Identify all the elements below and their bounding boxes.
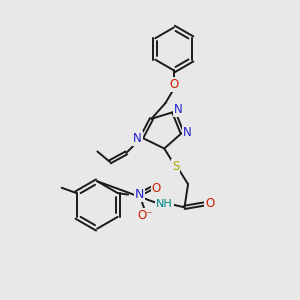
- Text: N: N: [174, 103, 182, 116]
- Text: N: N: [135, 188, 144, 201]
- Text: S: S: [172, 160, 179, 173]
- Text: N: N: [133, 132, 142, 145]
- Text: O: O: [205, 197, 214, 210]
- Text: O⁻: O⁻: [137, 209, 152, 222]
- Text: O: O: [169, 78, 178, 91]
- Text: NH: NH: [156, 199, 172, 209]
- Text: O: O: [152, 182, 161, 194]
- Text: N: N: [183, 126, 191, 139]
